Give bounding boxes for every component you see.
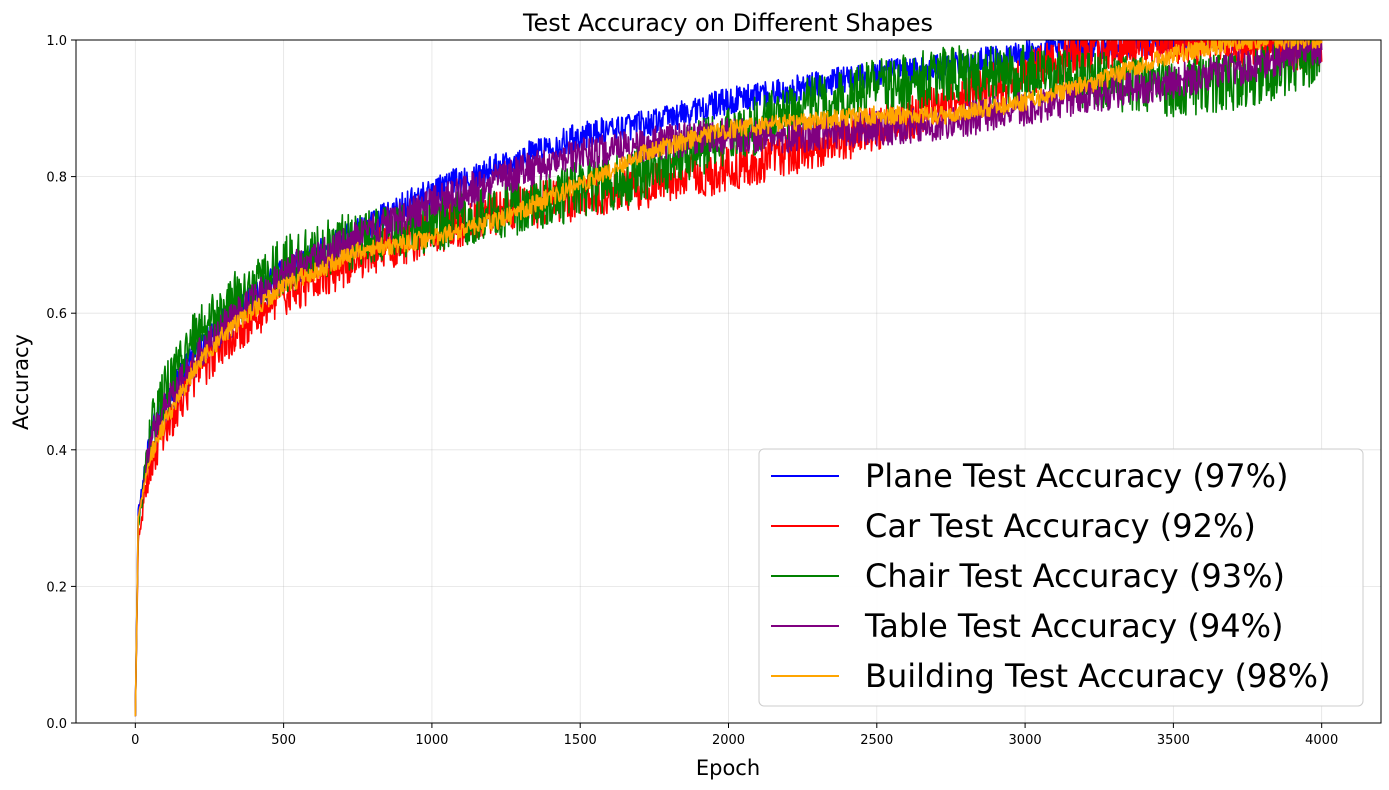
- x-axis: 0 500 1000 1500 2000 2500 3000 3500 4000: [131, 723, 1338, 748]
- y-tick-label: 0.6: [46, 307, 67, 322]
- legend-label: Table Test Accuracy (94%): [864, 607, 1283, 645]
- series-line-car: [134, 40, 1323, 717]
- x-tick-label: 1000: [415, 733, 448, 748]
- x-tick-label: 2000: [712, 733, 745, 748]
- legend: Plane Test Accuracy (97%) Car Test Accura…: [758, 448, 1364, 707]
- x-tick-label: 3000: [1009, 733, 1042, 748]
- series-line-building: [134, 40, 1323, 717]
- chart-title: Test Accuracy on Different Shapes: [522, 9, 933, 37]
- y-axis: 0.0 0.2 0.4 0.6 0.8 1.0: [46, 34, 76, 732]
- legend-label: Car Test Accuracy (92%): [865, 507, 1256, 545]
- legend-label: Building Test Accuracy (98%): [865, 657, 1331, 695]
- y-tick-label: 1.0: [46, 34, 67, 49]
- legend-box: [758, 448, 1364, 707]
- x-tick-label: 500: [271, 733, 296, 748]
- y-tick-label: 0.8: [46, 171, 67, 186]
- x-axis-label: Epoch: [696, 756, 760, 780]
- x-tick-label: 0: [131, 733, 139, 748]
- y-tick-label: 0.2: [46, 580, 67, 595]
- x-tick-label: 2500: [860, 733, 893, 748]
- x-tick-label: 1500: [564, 733, 597, 748]
- y-tick-label: 0.0: [46, 717, 67, 732]
- legend-label: Chair Test Accuracy (93%): [865, 557, 1285, 595]
- legend-label: Plane Test Accuracy (97%): [865, 457, 1288, 495]
- x-tick-label: 3500: [1157, 733, 1190, 748]
- y-axis-label: Accuracy: [9, 334, 33, 430]
- x-tick-label: 4000: [1305, 733, 1338, 748]
- y-tick-label: 0.4: [46, 444, 67, 459]
- series-layer: [134, 40, 1323, 717]
